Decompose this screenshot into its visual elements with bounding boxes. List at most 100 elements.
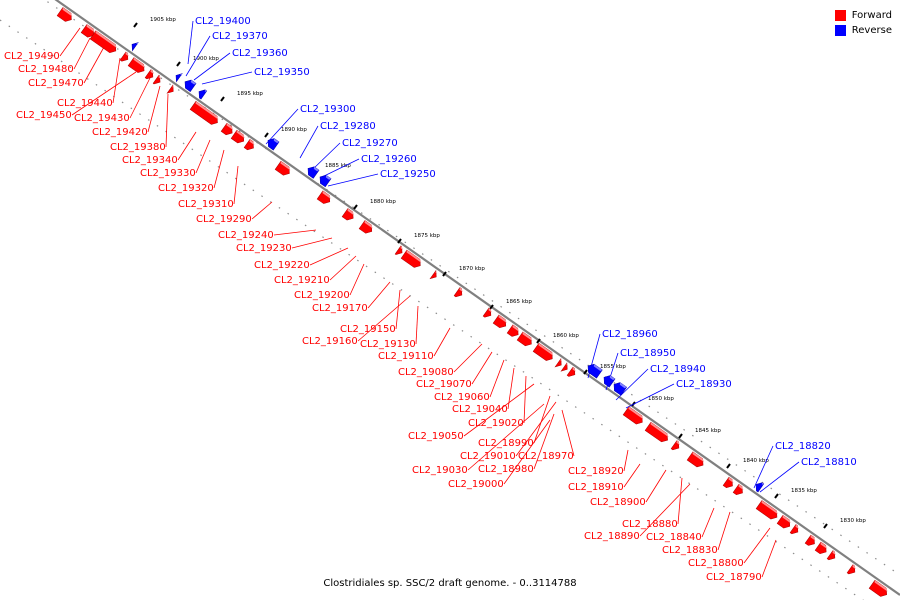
gene-highlight [572,367,576,372]
gene-highlight [628,406,644,420]
gene-highlight [795,524,799,529]
forward-leader-line [761,539,777,578]
tick-label: 1885 kbp [325,163,351,169]
forward-leader-line [743,527,771,564]
gene-arrow [482,307,492,318]
forward-gene-label: CL2_19210 [274,275,330,286]
gene-arrow [670,440,680,451]
forward-gene-label: CL2_19130 [360,339,416,350]
forward-gene-label: CL2_19380 [110,142,166,153]
forward-leader-line [523,375,527,424]
forward-gene [644,421,669,443]
forward-gene [814,541,828,555]
forward-gene-label: CL2_19170 [312,303,368,314]
forward-gene-label: CL2_19290 [196,214,252,225]
gene-highlight [619,382,627,389]
reverse-gene [613,382,628,396]
reverse-gene-label: CL2_19280 [320,121,376,132]
reverse-leader-line [185,35,211,77]
tick-mark [397,238,402,244]
tick-mark [678,433,683,439]
forward-gene [119,51,129,62]
gene-arrow [516,331,532,347]
gene-arrow [755,500,778,520]
forward-gene-label: CL2_18800 [688,558,744,569]
tick-label: 1865 kbp [506,299,532,305]
reverse-gene [198,89,208,100]
forward-leader-line [415,305,419,345]
leader-layer [59,20,800,578]
tick-mark [726,463,731,469]
reverse-gene-label: CL2_19270 [342,138,398,149]
gene-highlight [560,358,563,363]
forward-gene-label: CL2_19440 [57,98,113,109]
reverse-leader-line [327,173,379,187]
forward-leader-line [71,71,137,116]
gene-highlight [322,190,331,199]
forward-leader-line [213,149,225,189]
gene-highlight [761,500,778,515]
forward-gene [566,366,576,377]
gene-highlight [347,208,355,216]
forward-leader-line [73,37,91,70]
reverse-gene-label: CL2_18820 [775,441,831,452]
forward-leader-line [59,27,81,57]
forward-gene-label: CL2_19020 [468,418,524,429]
tick-label: 1845 kbp [695,428,721,434]
tick-label: 1875 kbp [414,233,440,239]
forward-gene-label: CL2_18840 [646,532,702,543]
forward-gene-label: CL2_19480 [18,64,74,75]
forward-leader-line [453,343,483,373]
reverse-gene-label: CL2_19250 [380,169,436,180]
forward-gene [492,314,507,329]
reverse-gene [131,42,139,52]
gene-highlight [874,580,888,592]
gene-highlight [204,89,207,93]
forward-gene-label: CL2_19040 [452,404,508,415]
forward-gene [127,57,145,73]
forward-leader-line [165,93,169,148]
tick-label: 1895 kbp [237,91,263,97]
forward-gene [189,100,219,125]
forward-leader-line [83,46,105,84]
reverse-leader-line [265,108,299,145]
reverse-leader-line [311,142,341,171]
gene-highlight [538,343,554,356]
forward-leader-line [701,507,715,538]
tick-mark [583,369,588,375]
tick-mark [133,22,138,28]
reverse-gene-label: CL2_19370 [212,31,268,42]
forward-gene [80,24,95,38]
gene-arrow [560,362,568,372]
forward-gene [394,245,403,255]
gene-arrow [394,245,403,255]
reverse-gene-label: CL2_18940 [650,364,706,375]
forward-gene [732,483,744,496]
gene-highlight [86,24,95,33]
gene-arrow [274,160,290,176]
gene-highlight [488,307,492,313]
label-layer: CL2_19490CL2_19480CL2_19470CL2_19440CL2_… [4,16,857,583]
forward-gene-label: CL2_19010 [460,451,516,462]
gene-arrow [789,524,799,535]
forward-gene [166,84,175,94]
forward-gene [868,579,888,597]
forward-gene [56,7,73,22]
forward-leader-line [503,419,551,485]
reverse-gene [755,482,765,493]
tick-mark [442,271,447,277]
forward-swatch [834,10,846,21]
reverse-gene [307,166,320,179]
forward-leader-line [623,449,629,472]
gene-highlight [782,515,791,524]
gene-arrow [175,73,183,83]
forward-leader-line [147,85,161,133]
forward-leader-line [367,281,391,309]
legend-forward: Forward [834,8,892,23]
tick-mark [264,132,269,138]
gene-highlight [95,30,117,48]
tick-mark [176,61,181,67]
gene-highlight [459,287,463,293]
gene-arrow [152,74,161,85]
legend: Forward Reverse [834,8,892,38]
